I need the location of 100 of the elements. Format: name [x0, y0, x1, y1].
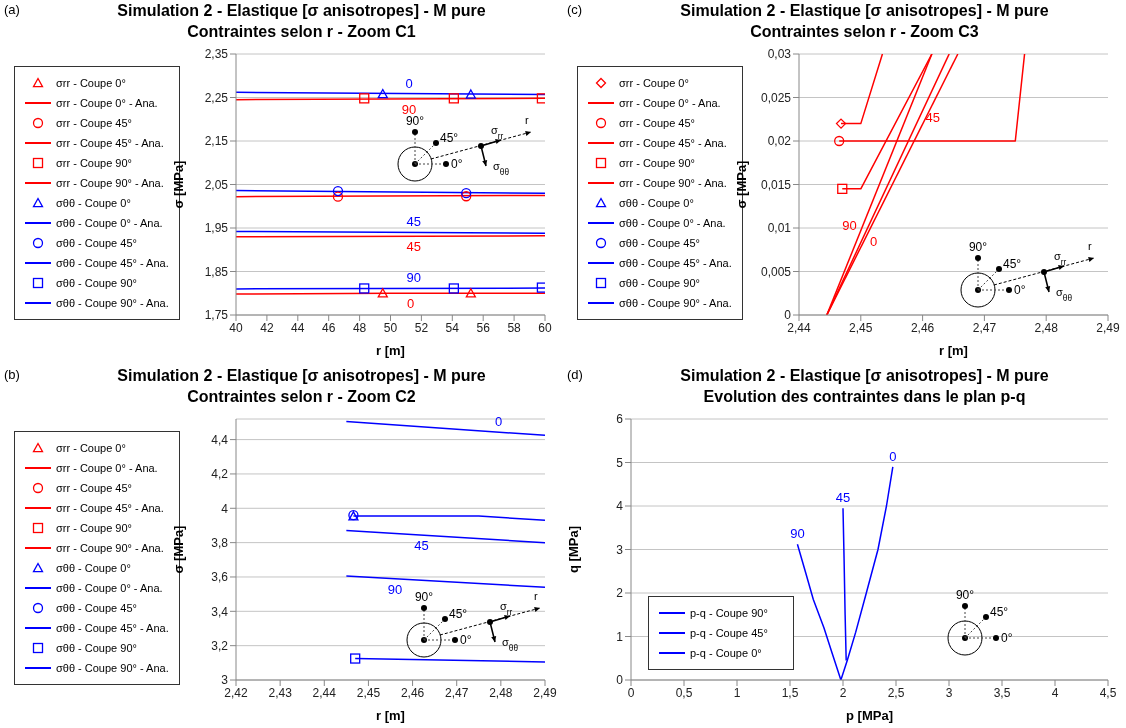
chart-title: Simulation 2 - Elastique [σ anisotropes] - M pure — [679, 1, 1050, 21]
y-tick-label: 0 — [784, 308, 792, 323]
legend-label: σθθ - Coupe 90° — [619, 277, 700, 289]
legend-label: σθθ - Coupe 90° - Ana. — [619, 297, 732, 309]
annotation: 90 — [387, 582, 403, 598]
x-tick-label: 2,43 — [268, 685, 293, 700]
legend-label: σθθ - Coupe 45° — [56, 237, 137, 249]
annotation: σ$_{rr}$ — [1054, 250, 1067, 267]
legend-label: σθθ - Coupe 45° - Ana. — [619, 257, 732, 269]
y-tick-label: 0,015 — [760, 177, 792, 192]
y-tick-label: 1 — [616, 629, 624, 644]
x-tick-label: 60 — [538, 320, 552, 335]
legend-label: σθθ - Coupe 45° - Ana. — [56, 622, 169, 634]
x-tick-label: 40 — [229, 320, 243, 335]
x-tick-label: 2,47 — [972, 320, 997, 335]
chart-subtitle: Contraintes selon r - Zoom C2 — [186, 387, 417, 407]
x-tick-label: 2,49 — [1096, 320, 1120, 335]
y-tick-label: 1,85 — [204, 264, 229, 279]
x-axis-title: p [MPa] — [846, 708, 893, 723]
x-tick-label: 46 — [322, 320, 336, 335]
annotation: 0 — [889, 448, 897, 464]
x-axis-title: r [m] — [376, 708, 405, 723]
chart-title: Simulation 2 - Elastique [σ anisotropes] - M pure — [116, 366, 487, 386]
annotation: 90 — [406, 270, 421, 286]
x-tick-label: 3,5 — [993, 685, 1011, 700]
annotation: r — [1088, 240, 1092, 252]
annotation: 45 — [406, 239, 421, 255]
annotation: σ$_{θθ}$ — [502, 636, 519, 653]
text: (d) — [567, 367, 583, 382]
x-tick-label: 54 — [445, 320, 460, 335]
y-tick-label: 3,2 — [211, 638, 229, 653]
y-tick-label: 4 — [616, 499, 624, 514]
legend-label: σrr - Coupe 90° - Ana. — [56, 542, 164, 554]
annotation: 0 — [869, 233, 878, 249]
y-tick-label: 4,2 — [211, 467, 229, 482]
annotation: 45° — [1003, 257, 1022, 271]
legend-label: σrr - Coupe 45° — [619, 117, 695, 129]
x-tick-label: 44 — [291, 320, 305, 335]
x-tick-label: 4,5 — [1099, 685, 1117, 700]
legend-label: σrr - Coupe 45° — [56, 482, 132, 494]
x-tick-label: 2,46 — [910, 320, 935, 335]
annotation: r — [525, 114, 529, 126]
text: (b) — [4, 367, 20, 382]
y-tick-label: 2,25 — [204, 90, 229, 105]
legend-label: σrr - Coupe 0° - Ana. — [56, 97, 158, 109]
y-tick-label: 0,01 — [767, 221, 792, 236]
legend-label: p-q - Coupe 90° — [690, 607, 768, 619]
x-axis-title: r [m] — [939, 343, 968, 358]
legend-label: σθθ - Coupe 0° - Ana. — [619, 217, 726, 229]
y-tick-label: 5 — [616, 455, 624, 470]
x-tick-label: 2,45 — [356, 685, 381, 700]
x-tick-label: 58 — [507, 320, 522, 335]
text: (a) — [4, 2, 20, 17]
legend-label: σrr - Coupe 45° - Ana. — [56, 502, 164, 514]
x-tick-label: 1,5 — [781, 685, 799, 700]
legend-label: σrr - Coupe 0° — [56, 77, 126, 89]
chart-subtitle: Contraintes selon r - Zoom C1 — [186, 22, 417, 42]
legend-label: σθθ - Coupe 45° - Ana. — [56, 257, 169, 269]
legend-label: σrr - Coupe 90° — [56, 522, 132, 534]
legend-label: p-q - Coupe 0° — [690, 647, 762, 659]
y-tick-label: 3,8 — [211, 535, 229, 550]
x-tick-label: 2,47 — [445, 685, 469, 700]
annotation: σ$_{θθ}$ — [1056, 286, 1073, 303]
x-tick-label: 1 — [733, 685, 741, 700]
legend-label: σrr - Coupe 45° - Ana. — [619, 137, 727, 149]
chart-subtitle: Evolution des contraintes dans le plan p-q — [702, 387, 1027, 407]
x-tick-label: 2,49 — [533, 685, 557, 700]
x-tick-label: 2,46 — [400, 685, 425, 700]
text: (c) — [567, 2, 583, 17]
y-tick-label: 0,005 — [760, 264, 792, 279]
y-tick-label: 0,03 — [767, 47, 792, 62]
x-tick-label: 0 — [627, 685, 635, 700]
annotation: 45° — [440, 131, 459, 145]
x-tick-label: 2,45 — [849, 320, 873, 335]
legend-label: σθθ - Coupe 0° — [56, 562, 131, 574]
legend-label: σθθ - Coupe 0° — [619, 197, 694, 209]
annotation: r — [534, 590, 538, 602]
y-tick-label: 1,75 — [204, 308, 229, 323]
annotation: 0 — [495, 414, 503, 430]
annotation: 45° — [449, 607, 468, 621]
legend-label: σθθ - Coupe 0° - Ana. — [56, 582, 163, 594]
legend-label: σθθ - Coupe 90° — [56, 642, 137, 654]
legend-label: σrr - Coupe 0° — [56, 442, 126, 454]
legend-label: σrr - Coupe 90° — [619, 157, 695, 169]
x-tick-label: 52 — [414, 320, 429, 335]
legend-label: σrr - Coupe 0° - Ana. — [619, 97, 721, 109]
y-tick-label: 0,02 — [767, 134, 792, 149]
legend-label: σrr - Coupe 45° — [56, 117, 132, 129]
annotation: 90° — [414, 590, 434, 604]
legend-label: σrr - Coupe 0° — [619, 77, 689, 89]
y-axis-title: σ [MPa] — [170, 525, 186, 574]
y-tick-label: 3 — [221, 673, 229, 688]
x-tick-label: 56 — [476, 320, 491, 335]
y-tick-label: 2 — [616, 586, 624, 601]
x-tick-label: 4 — [1051, 685, 1059, 700]
x-tick-label: 2,44 — [312, 685, 337, 700]
annotation: 0° — [1001, 631, 1013, 645]
y-tick-label: 3,4 — [211, 604, 229, 619]
annotation: σ$_{rr}$ — [491, 124, 504, 141]
legend-label: σθθ - Coupe 0° — [56, 197, 131, 209]
